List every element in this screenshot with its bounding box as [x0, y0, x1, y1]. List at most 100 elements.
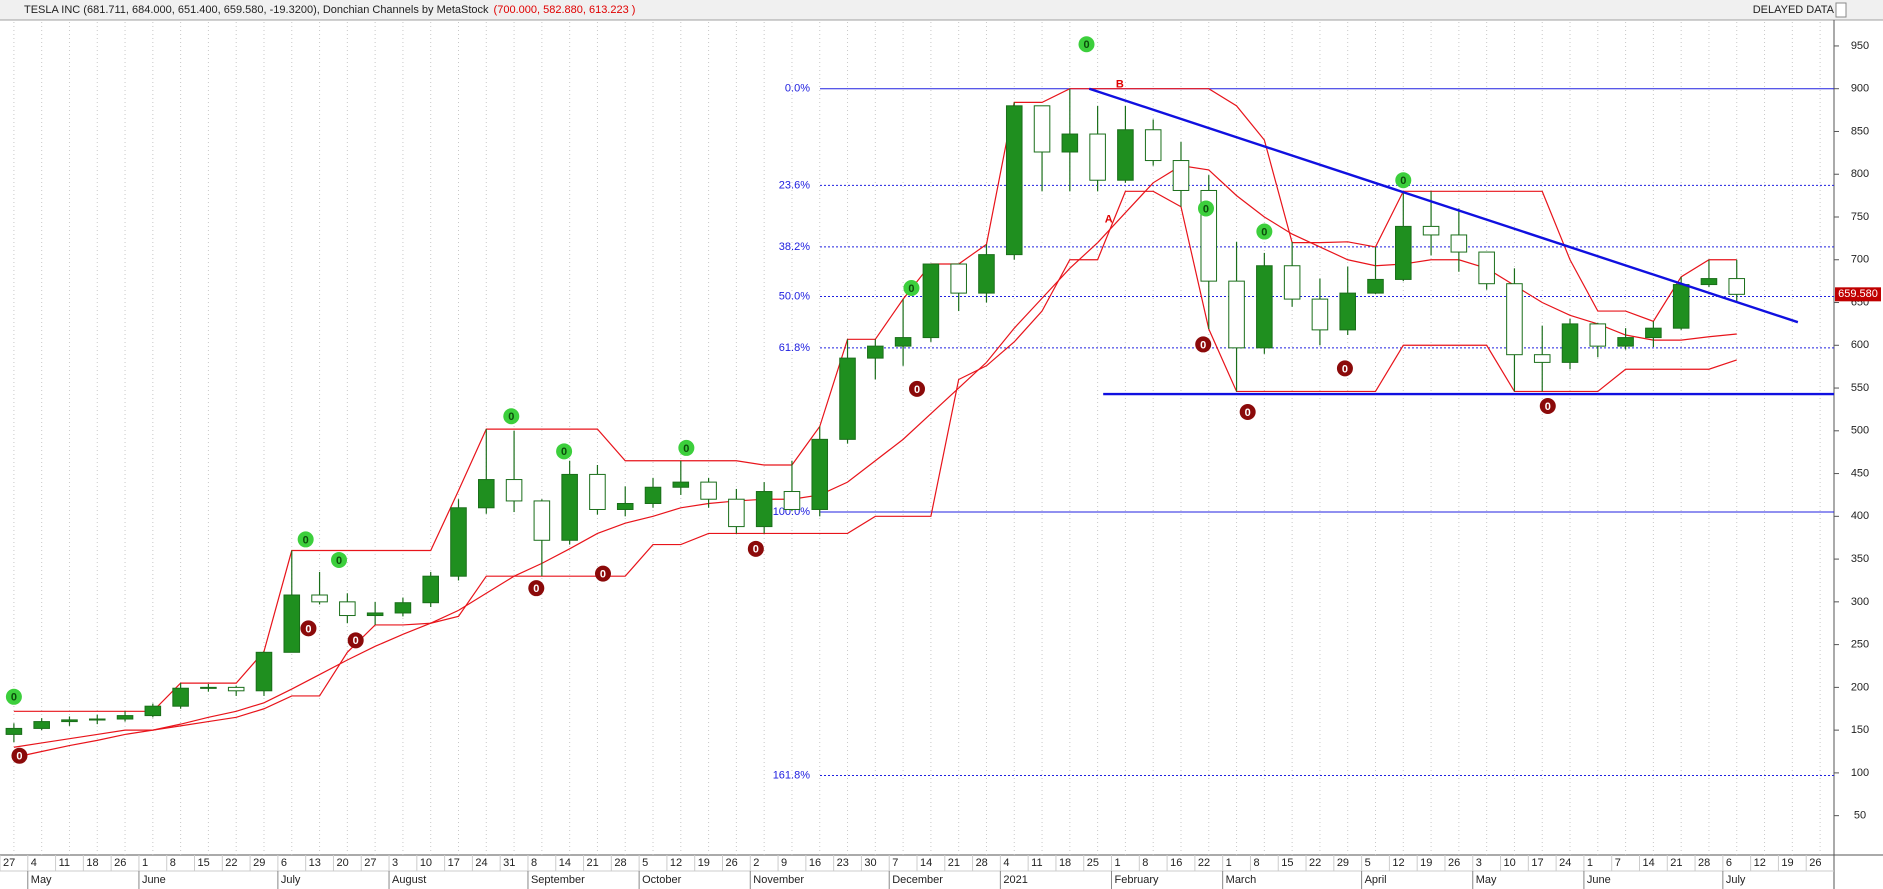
x-tick-label: 15 [198, 857, 210, 869]
candle-body [672, 481, 690, 488]
x-tick-label: 26 [1809, 857, 1821, 869]
x-tick-label: 14 [920, 857, 932, 869]
wave-label: 0 [303, 534, 309, 546]
x-tick-label: 22 [1198, 857, 1210, 869]
x-tick-label: 10 [420, 857, 432, 869]
fib-label: 50.0% [779, 290, 810, 302]
x-tick-label: 10 [1504, 857, 1516, 869]
title-bar [0, 0, 1883, 20]
x-tick-label: 26 [1448, 857, 1460, 869]
candle-body [5, 727, 23, 735]
wave-marker [1395, 172, 1412, 189]
scroll-button[interactable] [1835, 2, 1847, 18]
candle-body [172, 687, 189, 707]
x-tick-label: 1 [142, 857, 148, 869]
x-tick-label: 2 [753, 857, 759, 869]
month-label: December [892, 874, 943, 886]
x-tick-label: 3 [392, 857, 398, 869]
candle-body [894, 337, 912, 347]
month-label: February [1115, 874, 1160, 886]
y-tick-label: 600 [1851, 339, 1869, 351]
x-tick-label: 27 [3, 857, 15, 869]
wave-label: 0 [16, 751, 22, 763]
candle-body [33, 721, 50, 729]
wave-label: 0 [1261, 226, 1267, 238]
wave-marker [347, 632, 364, 649]
fib-label: 61.8% [779, 342, 810, 354]
candle-body [922, 263, 940, 339]
candle-body [561, 473, 578, 541]
candle-body [1728, 278, 1746, 295]
x-tick-label: 19 [1420, 857, 1432, 869]
y-tick-label: 750 [1851, 211, 1869, 223]
month-label: April [1365, 874, 1387, 886]
month-label: May [1476, 874, 1497, 886]
x-tick-label: 8 [531, 857, 537, 869]
wave-label: 0 [1342, 363, 1348, 375]
x-tick-label: 20 [336, 857, 348, 869]
x-tick-label: 25 [1087, 857, 1099, 869]
x-tick-label: 1 [1226, 857, 1232, 869]
x-tick-label: 28 [976, 857, 988, 869]
candle-body [1061, 133, 1079, 153]
wave-label: 0 [1083, 39, 1089, 51]
x-tick-label: 22 [225, 857, 237, 869]
x-tick-label: 13 [309, 857, 321, 869]
x-tick-label: 23 [837, 857, 849, 869]
wave-marker [503, 408, 520, 425]
x-tick-label: 7 [892, 857, 898, 869]
candle-body [755, 491, 773, 528]
y-tick-label: 300 [1851, 596, 1869, 608]
x-tick-label: 12 [670, 857, 682, 869]
x-tick-label: 29 [1337, 857, 1349, 869]
candle-body [144, 705, 162, 717]
y-tick-label: 900 [1851, 83, 1869, 95]
candle-body [227, 686, 245, 692]
candle-body [200, 686, 217, 689]
x-tick-label: 16 [1170, 857, 1182, 869]
channel-line [13, 190, 1737, 748]
candle-body [1117, 129, 1134, 181]
candle-body [88, 718, 106, 721]
channel-line [13, 165, 1737, 759]
month-label: June [1587, 874, 1611, 886]
fib-label: 100.0% [773, 506, 811, 518]
candle-body [589, 473, 606, 510]
candle-body [616, 502, 634, 510]
candle-body [366, 612, 384, 617]
x-tick-label: 3 [1476, 857, 1482, 869]
x-tick-label: 22 [1309, 857, 1321, 869]
wave-label: 0 [353, 635, 359, 647]
x-tick-label: 21 [1670, 857, 1682, 869]
x-tick-label: 28 [614, 857, 626, 869]
y-tick-label: 150 [1851, 724, 1869, 736]
y-tick-label: 450 [1851, 467, 1869, 479]
candle-body [1533, 354, 1551, 363]
candle-body [394, 602, 412, 614]
wave-label: 0 [753, 544, 759, 556]
wave-label: 0 [908, 283, 914, 295]
x-tick-label: 16 [809, 857, 821, 869]
wave-label: 0 [1245, 407, 1251, 419]
indicator-label: (700.000, 582.880, 613.223 ) [494, 4, 636, 16]
wave-label: 0 [508, 411, 514, 423]
wave-marker [5, 688, 22, 705]
x-tick-label: 26 [725, 857, 737, 869]
trendline [1088, 87, 1799, 324]
candle-body [1089, 133, 1106, 181]
candle-body [1561, 323, 1579, 363]
wave-marker [903, 279, 920, 296]
x-tick-label: 17 [1531, 857, 1543, 869]
y-tick-label: 550 [1851, 382, 1869, 394]
wave-marker [678, 439, 695, 456]
candle-body [1144, 129, 1162, 162]
wave-label: A [1105, 214, 1113, 226]
candle-body [1339, 292, 1356, 331]
month-label: September [531, 874, 585, 886]
x-tick-label: 11 [1031, 857, 1042, 869]
wave-label: 0 [600, 569, 606, 581]
chart-title: TESLA INC (681.711, 684.000, 651.400, 65… [24, 4, 489, 16]
candle-body [1589, 323, 1607, 347]
